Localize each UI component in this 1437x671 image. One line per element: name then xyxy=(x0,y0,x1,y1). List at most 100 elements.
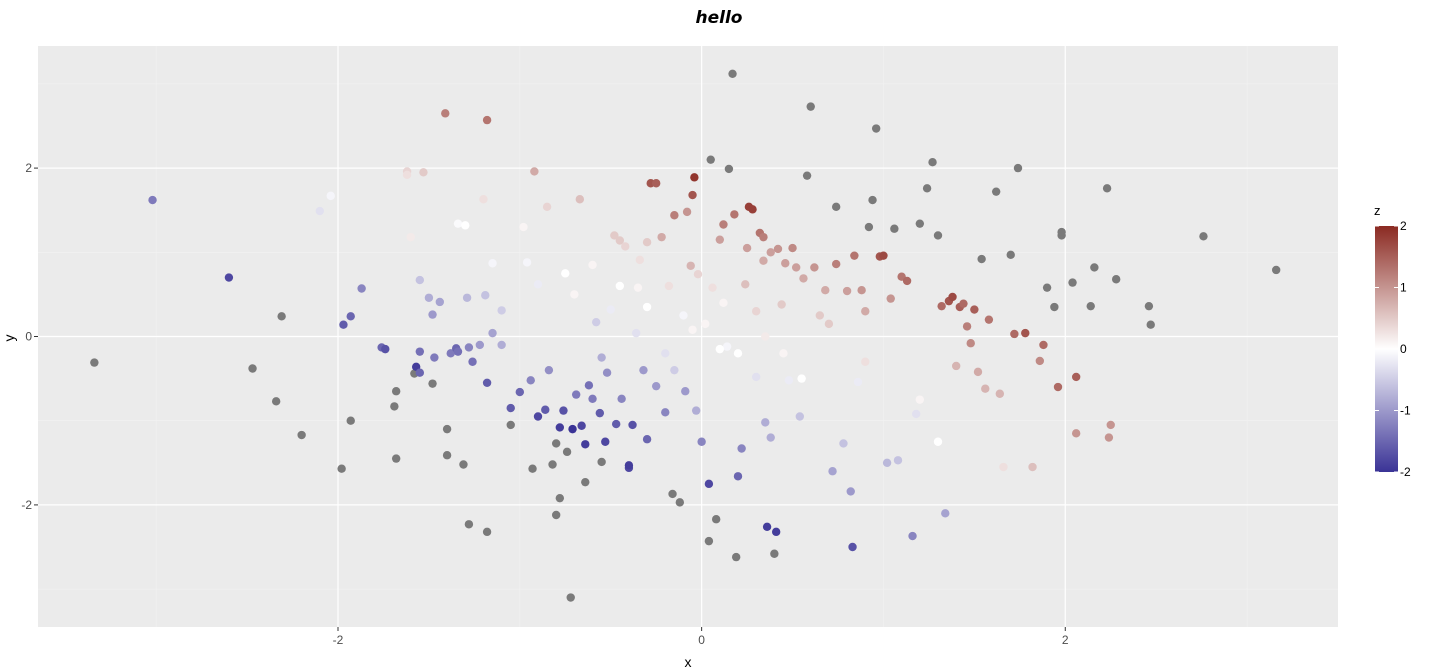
data-point xyxy=(346,312,355,321)
data-point xyxy=(664,281,674,291)
data-point xyxy=(1090,263,1099,272)
x-axis-title: x xyxy=(685,654,692,670)
data-point xyxy=(815,311,825,320)
data-point xyxy=(846,487,855,496)
data-point xyxy=(831,259,841,269)
data-point xyxy=(766,433,775,442)
data-point xyxy=(704,479,714,489)
data-point xyxy=(551,439,561,448)
x-tick-label: -2 xyxy=(333,633,344,647)
data-point xyxy=(464,343,474,352)
data-point xyxy=(759,256,768,265)
data-point xyxy=(446,349,455,358)
data-point xyxy=(893,456,903,465)
data-point xyxy=(339,320,348,329)
data-point xyxy=(551,510,561,520)
data-point xyxy=(951,361,961,371)
data-point xyxy=(797,374,806,383)
data-point xyxy=(581,440,590,449)
data-point xyxy=(722,342,732,351)
data-point xyxy=(791,263,801,272)
data-point xyxy=(1086,301,1095,311)
data-point xyxy=(615,236,625,245)
data-point xyxy=(922,184,932,193)
data-point xyxy=(568,424,577,434)
data-point xyxy=(668,489,677,499)
data-point xyxy=(770,549,779,558)
data-point xyxy=(584,381,594,390)
data-point xyxy=(271,397,281,406)
data-point xyxy=(857,285,866,295)
axis-ticks: -2 0 2 -2 0 2 xyxy=(21,161,1069,647)
data-point xyxy=(277,312,286,321)
data-point xyxy=(482,527,492,537)
data-point xyxy=(861,307,870,316)
x-tick-label: 2 xyxy=(1062,633,1069,647)
data-point xyxy=(661,408,670,417)
data-point xyxy=(459,460,468,469)
y-tick-label: 2 xyxy=(25,161,32,175)
data-point xyxy=(933,437,943,446)
data-point xyxy=(597,353,606,362)
data-point xyxy=(402,170,412,180)
data-point xyxy=(751,307,761,316)
data-point xyxy=(475,340,485,350)
data-point xyxy=(601,437,610,446)
data-point xyxy=(555,493,565,503)
data-point xyxy=(497,340,506,350)
data-point xyxy=(661,349,670,358)
data-point xyxy=(1050,302,1059,312)
data-point xyxy=(441,109,450,118)
data-point xyxy=(657,232,666,242)
data-point xyxy=(533,280,543,289)
legend-ticks: 2 1 0 -1 -2 xyxy=(1375,219,1411,479)
data-point xyxy=(1144,301,1154,311)
data-point xyxy=(882,458,892,468)
data-point xyxy=(566,593,575,602)
data-point xyxy=(839,439,848,448)
legend-tick-label: 2 xyxy=(1400,219,1407,233)
data-point xyxy=(631,328,641,338)
data-point xyxy=(326,191,335,201)
data-point xyxy=(624,461,634,470)
data-point xyxy=(357,284,366,293)
legend-tick-label: -2 xyxy=(1400,465,1411,479)
data-point xyxy=(577,421,586,430)
data-point xyxy=(1028,462,1037,472)
data-point xyxy=(453,347,463,356)
data-point xyxy=(871,124,881,133)
data-point xyxy=(902,276,912,286)
data-point xyxy=(617,394,626,404)
data-point xyxy=(984,315,994,324)
data-point xyxy=(966,339,975,348)
legend-title: z xyxy=(1374,203,1381,218)
data-point xyxy=(597,457,606,467)
data-point xyxy=(741,280,750,289)
data-point xyxy=(515,387,525,397)
data-point xyxy=(651,179,661,188)
data-point xyxy=(1006,250,1015,260)
data-points xyxy=(90,69,1281,602)
data-point xyxy=(562,447,572,457)
legend-tick-label: -1 xyxy=(1400,404,1411,418)
data-point xyxy=(610,231,619,240)
data-point xyxy=(428,379,437,388)
data-point xyxy=(704,536,714,546)
data-point xyxy=(1104,433,1114,442)
data-point xyxy=(890,224,899,233)
data-point xyxy=(828,467,837,476)
data-point xyxy=(731,552,741,562)
gridlines xyxy=(38,46,1338,627)
data-point xyxy=(701,319,710,329)
data-point xyxy=(670,365,679,375)
data-point xyxy=(481,291,490,300)
data-point xyxy=(784,376,794,385)
data-point xyxy=(1057,227,1066,237)
data-point xyxy=(406,232,415,242)
data-point xyxy=(315,206,325,216)
data-point xyxy=(346,416,355,425)
legend-tick-label: 1 xyxy=(1400,281,1407,295)
data-point xyxy=(1035,356,1045,366)
data-point xyxy=(999,462,1008,472)
data-point xyxy=(1071,372,1081,382)
